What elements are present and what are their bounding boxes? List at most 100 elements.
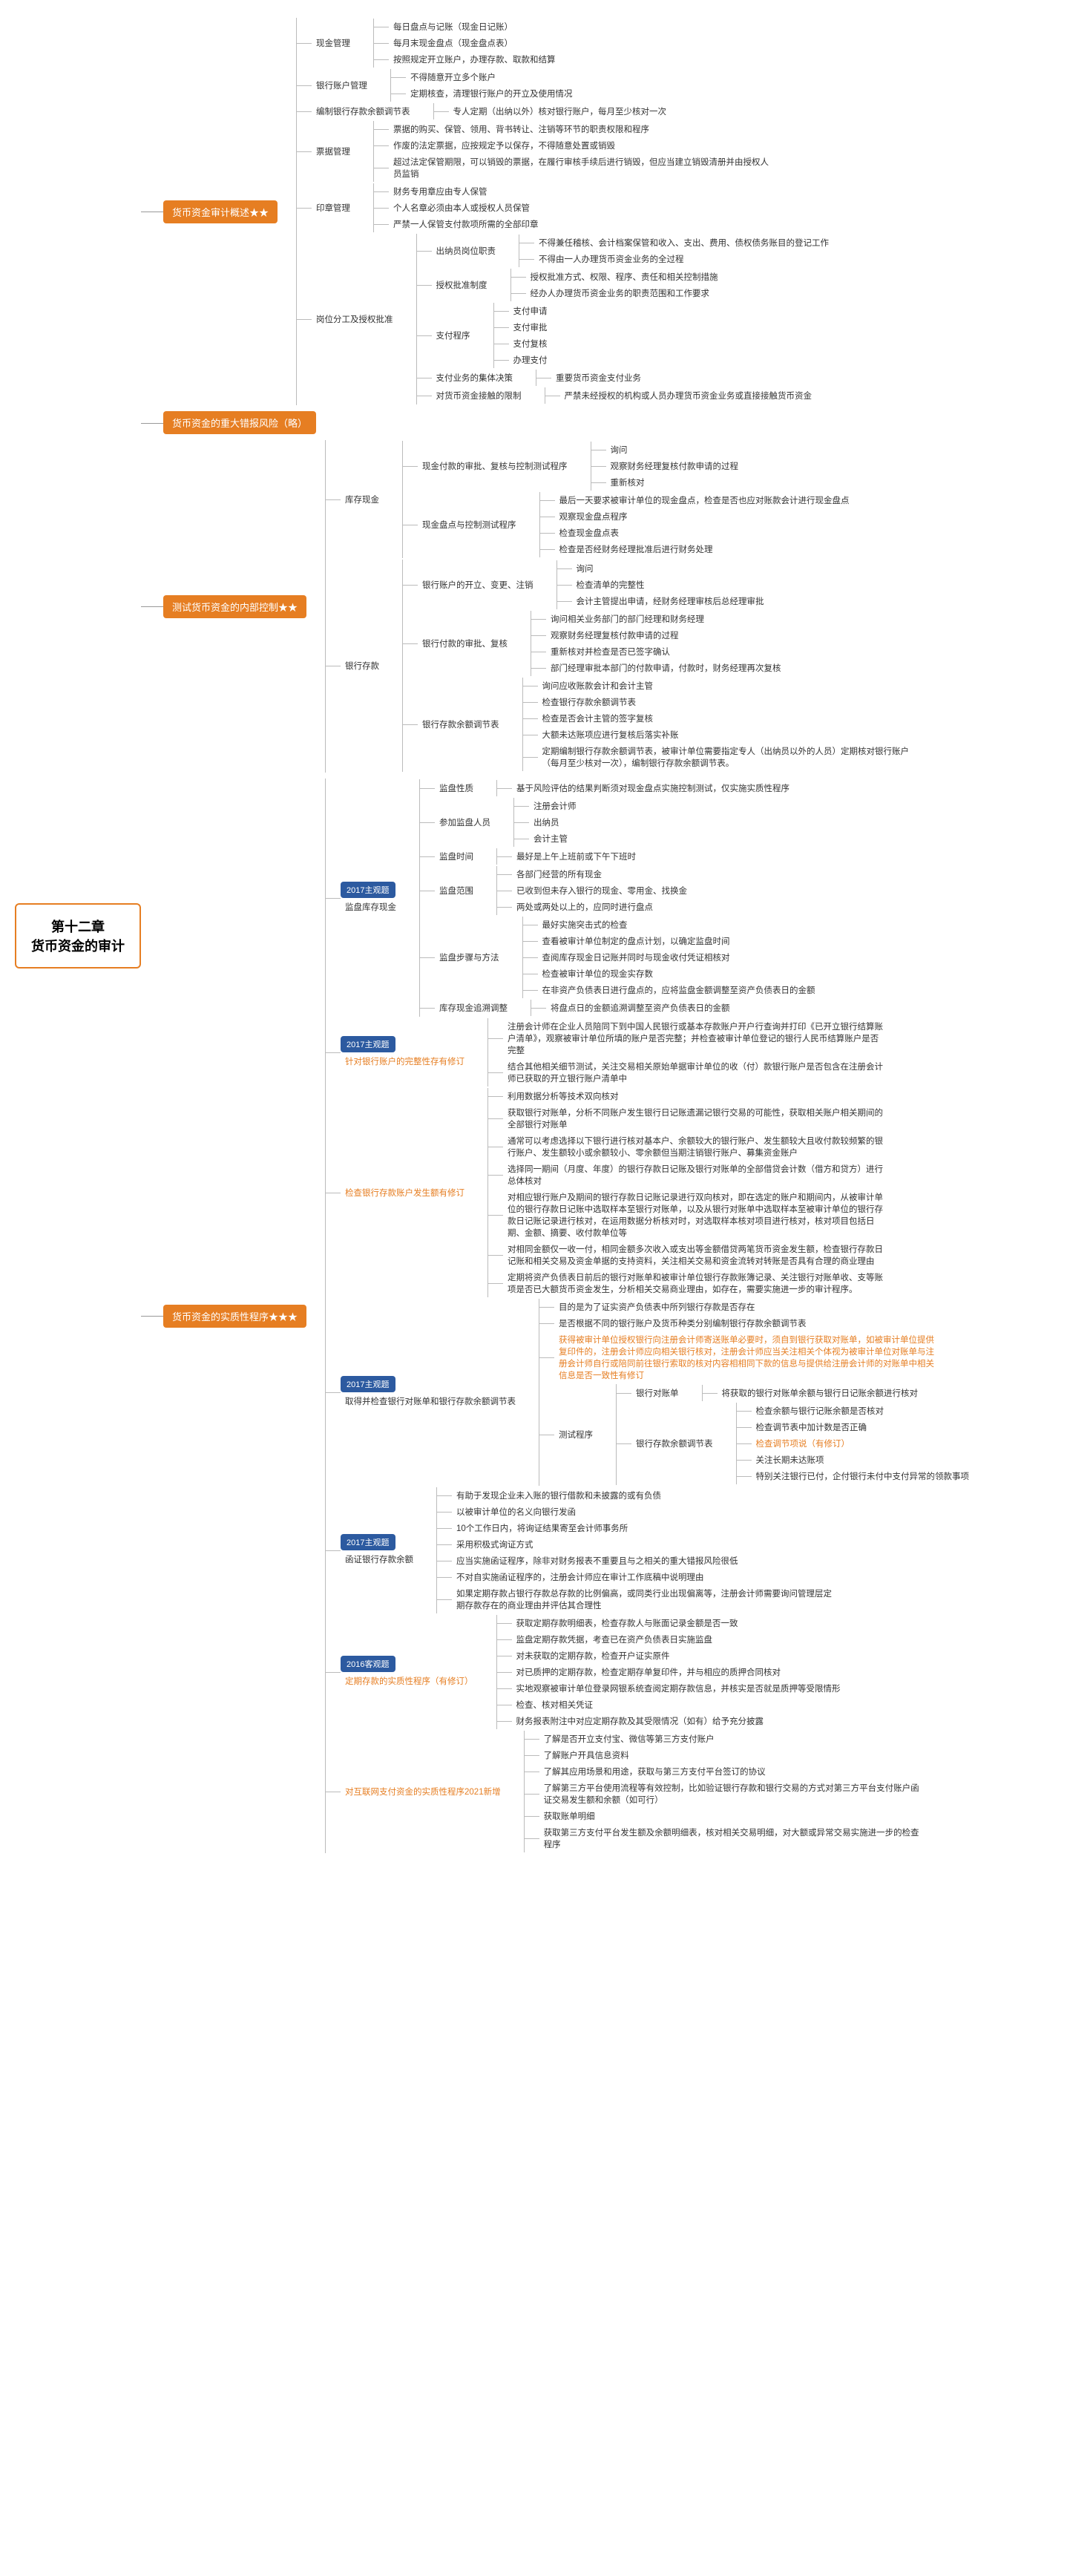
- branch-row: 监盘性质 基于风险评估的结果判断须对现金盘点实施控制测试，仅实施实质性程序: [435, 780, 820, 796]
- node-label: 定期将资产负债表日前后的银行对账单和被审计单位银行存款账簿记录、关注银行对账单收…: [503, 1270, 889, 1297]
- branch-row: 2017主观题函证银行存款余额有助于发现企业未入账的银行借款和未披露的或有负债以…: [341, 1487, 974, 1613]
- node-label: 大额未达账项应进行复核后落实补账: [538, 727, 683, 742]
- sub-branch: 票据的购买、保管、领用、背书转让、注销等环节的职责权限和程序作废的法定票据，应按…: [373, 121, 775, 182]
- branch-row: 检查调节表中加计数是否正确: [752, 1420, 974, 1435]
- node-label: 出纳员岗位职责: [432, 243, 501, 258]
- node-label: 各部门经营的所有现金: [512, 867, 606, 882]
- sub-branch: 授权批准方式、权限、程序、责任和相关控制措施经办人办理货币资金业务的职责范围和工…: [510, 269, 723, 301]
- branch-row: 库存现金现金付款的审批、复核与控制测试程序询问观察财务经理复核付款申请的过程重新…: [341, 441, 924, 558]
- section-node: 货币资金的重大错报风险（略）: [163, 411, 316, 434]
- sub-branch: 重要货币资金支付业务: [536, 370, 646, 386]
- node-label: 以被审计单位的名义向银行发函: [452, 1504, 580, 1519]
- branch-row: 最后一天要求被审计单位的现金盘点，检查是否也应对账款会计进行现金盘点: [555, 493, 854, 508]
- node-label: 选择同一期间（月度、年度）的银行存款日记账及银行对账单的全部借贷会计数（借方和贷…: [503, 1161, 889, 1188]
- node-label: 检查清单的完整性: [572, 577, 649, 592]
- branch-row: 办理支付: [509, 353, 552, 367]
- node-label: 目的是为了证实资产负债表中所列银行存款是否存在: [554, 1300, 760, 1314]
- node-label: 重新核对并检查是否已签字确认: [546, 644, 674, 659]
- branch-row: 岗位分工及授权批准 出纳员岗位职责不得兼任稽核、会计档案保管和收入、支出、费用、债…: [312, 234, 833, 404]
- node-label: 重新核对: [606, 475, 649, 490]
- sub-branch: 各部门经营的所有现金已收到但未存入银行的现金、零用金、找换金两处或两处以上的，应…: [496, 866, 692, 915]
- branch-row: 对互联网支付资金的实质性程序2021新增 了解是否开立支付宝、微信等第三方支付账户…: [341, 1731, 974, 1852]
- branch-row: 2017主观题针对银行账户的完整性存有修订注册会计师在企业人员陪同下到中国人民银…: [341, 1018, 974, 1087]
- branch-row: 出纳员岗位职责不得兼任稽核、会计档案保管和收入、支出、费用、债权债务账目的登记工…: [432, 235, 834, 267]
- branch-row: 现金管理每日盘点与记账（现金日记账）每月末现金盘点（现金盘点表）按照规定开立账户…: [312, 19, 833, 68]
- node-label: 通常可以考虑选择以下银行进行核对基本户、余额较大的银行账户、发生额较大且收付款较…: [503, 1133, 889, 1160]
- branch-row: 已收到但未存入银行的现金、零用金、找换金: [512, 883, 692, 898]
- main-branches: 货币资金审计概述★★ 现金管理每日盘点与记账（现金日记账）每月末现金盘点（现金盘点…: [163, 15, 974, 1856]
- branch-row: 对相同金额仅一收一付，相同金额多次收入或支出等金额借贷两笔货币资金发生额，检查银…: [503, 1242, 889, 1268]
- node-label: 财务报表附注中对应定期存款及其受限情况（如有）给予充分披露: [512, 1714, 769, 1728]
- sub-branch: 将盘点日的金额追溯调整至资产负债表日的金额: [531, 1000, 735, 1016]
- node-label: 监盘性质: [435, 781, 478, 796]
- node-label: 对互联网支付资金的实质性程序2021新增: [341, 1784, 505, 1799]
- branch-row: 不得由一人办理货币资金业务的全过程: [534, 252, 833, 266]
- branch-row: 定期编制银行存款余额调节表，被审计单位需要指定专人（出纳员以外的人员）定期核对银…: [538, 744, 924, 770]
- node-label: 超过法定保管期限，可以销毁的票据，在履行审核手续后进行销毁，但应当建立销毁清册并…: [389, 154, 775, 181]
- node-label: 监盘库存现金: [341, 899, 401, 914]
- node-label: 岗位分工及授权批准: [312, 312, 398, 327]
- branch-row: 每日盘点与记账（现金日记账）: [389, 19, 560, 34]
- node-label: 注册会计师: [529, 799, 581, 813]
- branch-row: 基于风险评估的结果判断须对现金盘点实施控制测试，仅实施实质性程序: [512, 781, 794, 796]
- branch-row: 观察财务经理复核付款申请的过程: [606, 459, 743, 473]
- section-node: 货币资金审计概述★★: [163, 200, 278, 223]
- branch-row: 应当实施函证程序，除非对财务报表不重要且与之相关的重大错报风险很低: [452, 1553, 838, 1568]
- node-label: 检查是否会计主管的签字复核: [538, 711, 658, 726]
- node-label: 了解是否开立支付宝、微信等第三方支付账户: [539, 1731, 719, 1746]
- node-label: 监盘时间: [435, 849, 478, 864]
- node-label: 获得被审计单位授权银行向注册会计师寄送账单必要时，须自到银行获取对账单，如被审计…: [554, 1332, 940, 1383]
- branch-row: 超过法定保管期限，可以销毁的票据，在履行审核手续后进行销毁，但应当建立销毁清册并…: [389, 154, 775, 181]
- branch-row: 对未获取的定期存款，检查开户证实原件: [512, 1648, 845, 1663]
- branch-row: 编制银行存款余额调节表专人定期（出纳以外）核对银行账户，每月至少核对一次: [312, 103, 833, 119]
- node-label: 财务专用章应由专人保管: [389, 184, 492, 199]
- sub-branch: 财务专用章应由专人保管个人名章必须由本人或授权人员保管严禁一人保管支付款项所需的…: [373, 183, 543, 232]
- branch-row: 严禁一人保管支付款项所需的全部印章: [389, 217, 543, 232]
- root-line1: 第十二章: [31, 917, 125, 936]
- branch-row: 不得随意开立多个账户: [406, 70, 577, 85]
- section-branch: 货币资金的重大错报风险（略）: [163, 411, 974, 434]
- node-label: 了解其应用场景和用途，获取与第三方支付平台签订的协议: [539, 1764, 770, 1779]
- node-label: 银行存款余额调节表: [418, 717, 504, 732]
- node-label: 最好是上午上班前或下午下班时: [512, 849, 640, 864]
- sub-branch: 询问检查清单的完整性会计主管提出申请，经财务经理审核后总经理审批: [557, 560, 769, 609]
- branch-row: 会计主管提出申请，经财务经理审核后总经理审批: [572, 594, 769, 609]
- section-branch: 货币资金的实质性程序★★★ 2017主观题监盘库存现金 监盘性质 基于风险评估的结果判…: [163, 779, 974, 1853]
- branch-row: 财务报表附注中对应定期存款及其受限情况（如有）给予充分披露: [512, 1714, 845, 1728]
- branch-row: 选择同一期间（月度、年度）的银行存款日记账及银行对账单的全部借贷会计数（借方和贷…: [503, 1161, 889, 1188]
- branch-row: 大额未达账项应进行复核后落实补账: [538, 727, 924, 742]
- node-label: 检查银行存款账户发生额有修订: [341, 1185, 469, 1200]
- branch-row: 检查银行存款余额调节表: [538, 695, 924, 709]
- node-label: 专人定期（出纳以外）核对银行账户，每月至少核对一次: [449, 104, 672, 119]
- node-label: 出纳员: [529, 815, 564, 830]
- node-label: 定期编制银行存款余额调节表，被审计单位需要指定专人（出纳员以外的人员）定期核对银…: [538, 744, 924, 770]
- node-label: 查看被审计单位制定的盘点计划，以确定监盘时间: [538, 934, 735, 948]
- node-label: 银行付款的审批、复核: [418, 636, 512, 651]
- branch-row: 授权批准方式、权限、程序、责任和相关控制措施: [526, 269, 723, 284]
- section-node: 测试货币资金的内部控制★★: [163, 595, 306, 618]
- node-label: 询问: [606, 442, 632, 457]
- node-label: 对未获取的定期存款，检查开户证实原件: [512, 1648, 674, 1663]
- node-label: 注册会计师在企业人员陪同下到中国人民银行或基本存款账户开户行查询并打印《已开立银…: [503, 1019, 889, 1058]
- section-node: 货币资金的实质性程序★★★: [163, 1305, 306, 1328]
- sub-branch: 不得随意开立多个账户定期核查，清理银行账户的开立及使用情况: [390, 69, 577, 102]
- branch-row: 支付申请: [509, 304, 552, 318]
- branch-row: 检查调节项说（有修订）: [752, 1436, 974, 1451]
- sub-branch: 2017主观题监盘库存现金 监盘性质 基于风险评估的结果判断须对现金盘点实施控制测试…: [325, 779, 974, 1853]
- node-label: 现金盘点与控制测试程序: [418, 517, 521, 532]
- exam-tag: 2017主观题: [341, 882, 395, 898]
- node-label: 银行账户管理: [312, 78, 372, 93]
- node-label: 银行对账单: [631, 1386, 683, 1400]
- node-label: 库存现金追溯调整: [435, 1000, 512, 1015]
- node-label: 针对银行账户的完整性存有修订: [341, 1054, 469, 1069]
- node-label: 实地观察被审计单位登录网银系统查阅定期存款信息，并核实是否就是质押等受限情形: [512, 1681, 845, 1696]
- node-label: 特别关注银行已付，企付银行未付中支付异常的领款事项: [752, 1469, 974, 1484]
- node-label: 观察财务经理复核付款申请的过程: [546, 628, 683, 643]
- node-label: 关注长期未达账项: [752, 1452, 829, 1467]
- branch-row: 各部门经营的所有现金: [512, 867, 692, 882]
- node-label: 获取银行对账单，分析不同账户发生银行日记账遗漏记银行交易的可能性，获取相关账户相…: [503, 1105, 889, 1132]
- node-label: 如果定期存款占银行存款总存款的比例偏高，或同类行业出现偏离等，注册会计师需要询问…: [452, 1586, 838, 1613]
- branch-row: 作废的法定票据，应按规定予以保存，不得随意处置或销毁: [389, 138, 775, 153]
- node-label: 对相应银行账户及期间的银行存款日记账记录进行双向核对，即在选定的账户和期间内，从…: [503, 1190, 889, 1240]
- node-label: 了解第三方平台使用流程等有效控制，比如验证银行存款和银行交易的方式对第三方平台支…: [539, 1780, 925, 1807]
